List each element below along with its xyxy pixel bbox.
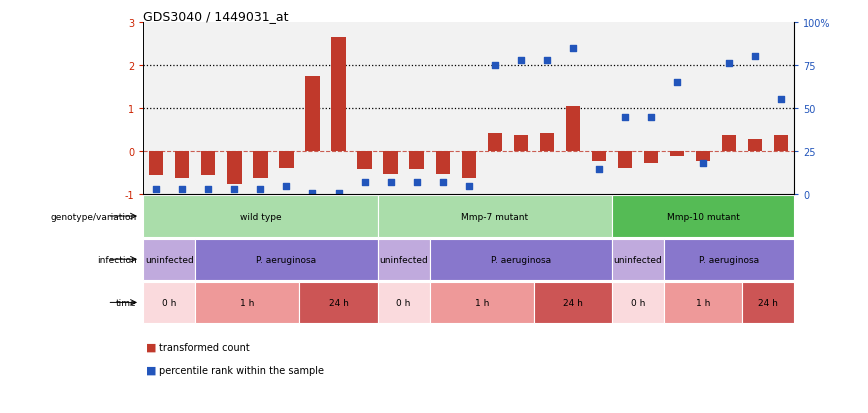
Bar <box>430 282 534 323</box>
Point <box>618 114 632 121</box>
Bar <box>358 152 372 170</box>
Bar <box>664 239 794 280</box>
Bar <box>195 239 378 280</box>
Point <box>514 57 528 64</box>
Bar <box>378 282 430 323</box>
Bar <box>332 38 345 152</box>
Point <box>696 161 710 167</box>
Point <box>253 187 267 193</box>
Bar <box>612 239 664 280</box>
Bar <box>664 282 742 323</box>
Bar <box>143 239 195 280</box>
Bar <box>227 152 241 184</box>
Point <box>462 183 476 190</box>
Point <box>592 166 606 173</box>
Bar <box>774 135 788 152</box>
Text: uninfected: uninfected <box>145 255 194 264</box>
Point <box>670 80 684 86</box>
Bar <box>612 196 794 237</box>
Point <box>332 190 345 197</box>
Bar <box>696 152 710 161</box>
Bar <box>462 152 476 179</box>
Text: 24 h: 24 h <box>563 298 582 307</box>
Text: Mmp-10 mutant: Mmp-10 mutant <box>667 212 740 221</box>
Text: uninfected: uninfected <box>379 255 428 264</box>
Bar <box>195 282 299 323</box>
Text: Mmp-7 mutant: Mmp-7 mutant <box>461 212 529 221</box>
Bar <box>566 107 580 152</box>
Bar <box>592 152 606 161</box>
Point <box>774 97 788 104</box>
Text: 0 h: 0 h <box>162 298 176 307</box>
Text: P. aeruginosa: P. aeruginosa <box>490 255 551 264</box>
Text: 1 h: 1 h <box>475 298 489 307</box>
Text: P. aeruginosa: P. aeruginosa <box>256 255 317 264</box>
Bar <box>430 239 612 280</box>
Bar <box>534 282 612 323</box>
Text: percentile rank within the sample: percentile rank within the sample <box>159 365 324 375</box>
Bar <box>253 152 267 179</box>
Text: 1 h: 1 h <box>696 298 710 307</box>
Bar <box>410 152 424 170</box>
Text: genotype/variation: genotype/variation <box>50 212 137 221</box>
Text: uninfected: uninfected <box>614 255 662 264</box>
Text: infection: infection <box>97 255 137 264</box>
Text: 24 h: 24 h <box>759 298 778 307</box>
Point <box>722 61 736 67</box>
Point <box>566 45 580 52</box>
Bar <box>149 152 163 176</box>
Text: 0 h: 0 h <box>631 298 645 307</box>
Text: 1 h: 1 h <box>240 298 254 307</box>
Bar <box>279 152 293 168</box>
Bar <box>201 152 215 176</box>
Text: ■: ■ <box>146 365 156 375</box>
Point <box>279 183 293 190</box>
Bar <box>436 152 450 174</box>
Point <box>227 187 241 193</box>
Point <box>306 190 319 197</box>
Bar <box>175 152 189 179</box>
Text: transformed count: transformed count <box>159 342 250 352</box>
Point <box>149 187 163 193</box>
Bar <box>748 140 762 152</box>
Bar <box>722 135 736 152</box>
Point <box>540 57 554 64</box>
Bar <box>618 152 632 168</box>
Text: GDS3040 / 1449031_at: GDS3040 / 1449031_at <box>143 10 289 23</box>
Point <box>384 180 398 186</box>
Point <box>436 180 450 186</box>
Point <box>748 54 762 60</box>
Text: wild type: wild type <box>240 212 281 221</box>
Bar <box>143 282 195 323</box>
Bar <box>488 134 502 152</box>
Text: P. aeruginosa: P. aeruginosa <box>699 255 760 264</box>
Text: 0 h: 0 h <box>397 298 411 307</box>
Bar <box>670 152 684 157</box>
Point <box>644 114 658 121</box>
Bar <box>378 196 612 237</box>
Point <box>175 187 189 193</box>
Bar <box>514 135 528 152</box>
Text: time: time <box>116 298 137 307</box>
Point <box>410 180 424 186</box>
Bar <box>299 282 378 323</box>
Text: ■: ■ <box>146 342 156 352</box>
Bar <box>540 134 554 152</box>
Text: 24 h: 24 h <box>329 298 348 307</box>
Bar <box>742 282 794 323</box>
Bar <box>644 152 658 164</box>
Bar <box>143 196 378 237</box>
Bar <box>306 76 319 152</box>
Point <box>201 187 215 193</box>
Bar <box>612 282 664 323</box>
Bar <box>378 239 430 280</box>
Point <box>358 180 372 186</box>
Bar <box>384 152 398 174</box>
Point <box>488 62 502 69</box>
